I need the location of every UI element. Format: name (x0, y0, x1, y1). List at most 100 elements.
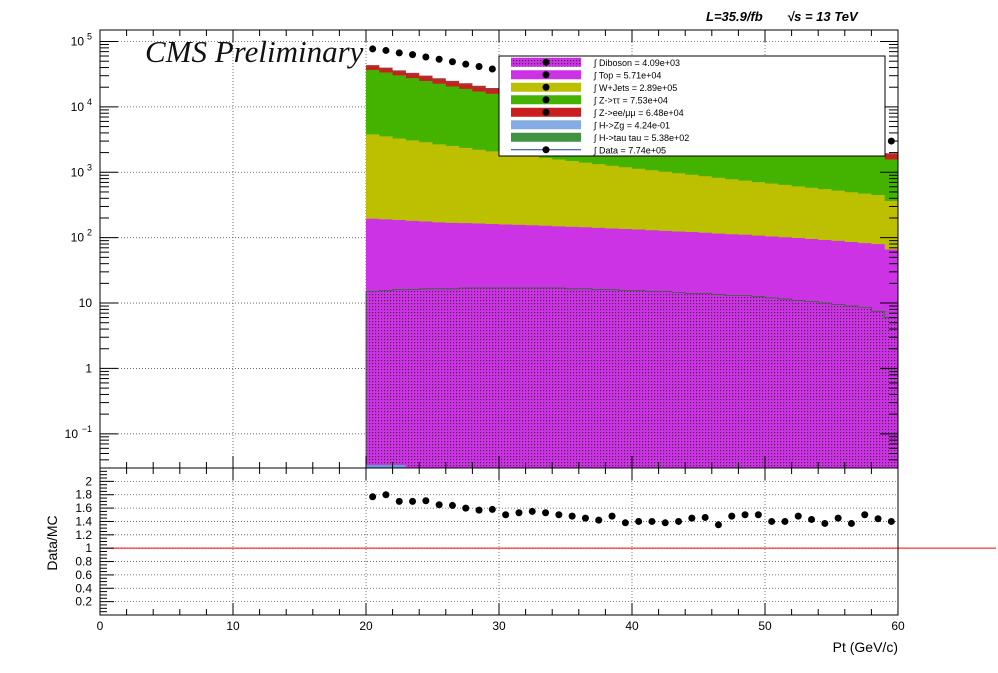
legend-label: ∫ Top = 5.71e+04 (593, 70, 661, 80)
ratio-point (754, 511, 762, 519)
ratio-point (728, 512, 736, 520)
x-tick-label: 20 (359, 619, 373, 633)
ratio-point (821, 519, 829, 527)
ratio-point (794, 512, 802, 520)
upper-y-tick-exponent: −1 (82, 424, 92, 434)
x-tick-label: 0 (97, 619, 104, 633)
upper-y-tick-label: 10 (71, 35, 85, 49)
ratio-point (488, 505, 496, 513)
ratio-point (661, 519, 669, 527)
stack-diboson (365, 287, 899, 469)
ratio-point (435, 501, 443, 509)
lower-axes: 0.20.40.60.811.21.41.61.820 10 20 30 40 50 60 (75, 467, 905, 633)
ratio-point (395, 497, 403, 505)
legend-swatch-marker (542, 58, 550, 66)
ratio-point (608, 512, 616, 520)
x-tick-label: 40 (625, 619, 639, 633)
lower-y-tick-label: 2 (85, 474, 92, 488)
ratio-point (369, 493, 377, 501)
legend-label: ∫ H->tau tau = 5.38e+02 (593, 133, 689, 143)
ratio-point (688, 514, 696, 522)
upper-y-tick-label: 10 (65, 427, 79, 441)
ratio-point (595, 516, 603, 524)
upper-y-tick-exponent: 4 (87, 97, 92, 107)
lower-y-tick-label: 1.8 (75, 488, 92, 502)
upper-y-tick-label: 10 (71, 100, 85, 114)
x-axis-label: Pt (GeV/c) (833, 639, 898, 655)
upper-y-tick-label: 10 (79, 296, 93, 310)
data-point (462, 60, 470, 68)
y-axis-label-ratio: Data/MC (44, 515, 60, 570)
ratio-point (515, 509, 523, 517)
ratio-point (701, 513, 709, 521)
ratio-point (648, 517, 656, 525)
ratio-point (448, 501, 456, 509)
upper-y-tick-label: 1 (85, 361, 92, 375)
ratio-point (581, 514, 589, 522)
ratio-point (874, 515, 882, 523)
lower-frame-bg (100, 468, 898, 615)
data-point (369, 45, 377, 53)
lower-y-tick-label: 1.6 (75, 501, 92, 515)
ratio-point (847, 519, 855, 527)
x-tick-label: 50 (758, 619, 772, 633)
lower-y-tick-label: 0.6 (75, 568, 92, 582)
upper-y-tick-exponent: 3 (87, 162, 92, 172)
upper-y-tick-label: 10 (71, 165, 85, 179)
lower-y-tick-label: 0.4 (75, 581, 92, 595)
legend-swatch (511, 120, 581, 130)
legend-label: ∫ H->Zg = 4.24e-01 (593, 120, 670, 130)
ratio-point (382, 491, 390, 499)
data-point (448, 58, 456, 66)
data-point (395, 49, 403, 57)
ratio-point (621, 519, 629, 527)
legend-swatch-marker (542, 96, 550, 104)
ratio-point (542, 509, 550, 517)
ratio-points (369, 491, 895, 529)
legend-label: ∫ Z->ee/μμ = 6.48e+04 (593, 108, 684, 118)
lower-grid (99, 468, 996, 615)
legend-swatch-marker (542, 108, 550, 116)
ratio-point (808, 515, 816, 523)
legend-label: ∫ Z->ττ = 7.53e+04 (593, 95, 668, 105)
data-point (422, 53, 430, 61)
x-tick-label: 60 (891, 619, 905, 633)
energy-label: √s = 13 TeV (787, 9, 859, 24)
legend-swatch-marker (542, 71, 550, 79)
stacked-histograms (365, 65, 899, 469)
ratio-point (475, 506, 483, 514)
ratio-point (502, 511, 510, 519)
lower-y-tick-label: 1 (85, 541, 92, 555)
upper-y-tick-label: 10 (71, 231, 85, 245)
lower-y-tick-label: 0.2 (75, 595, 92, 609)
data-point (488, 65, 496, 73)
ratio-point (781, 517, 789, 525)
legend: ∫ Diboson = 4.09e+03 ∫ Top = 5.71e+04 ∫ W+… (498, 55, 886, 157)
ratio-point (861, 511, 869, 519)
data-point (435, 55, 443, 63)
ratio-point (568, 512, 576, 520)
ratio-point (887, 517, 895, 525)
upper-y-tick-exponent: 5 (87, 32, 92, 42)
x-tick-label: 30 (492, 619, 506, 633)
ratio-point (714, 521, 722, 529)
legend-label: ∫ Data = 7.74e+05 (593, 145, 666, 155)
lower-y-tick-label: 1.4 (75, 514, 92, 528)
lower-y-tick-label: 1.2 (75, 528, 92, 542)
ratio-point (834, 514, 842, 522)
ratio-point (462, 504, 470, 512)
upper-y-tick-exponent: 2 (87, 228, 92, 238)
lumi-label: L=35.9/fb (706, 9, 763, 24)
legend-label: ∫ W+Jets = 2.89e+05 (593, 83, 677, 93)
x-tick-label: 10 (226, 619, 240, 633)
data-point (382, 46, 390, 54)
ratio-point (741, 511, 749, 519)
ratio-point (409, 497, 417, 505)
legend-label: ∫ Diboson = 4.09e+03 (593, 58, 680, 68)
data-point (475, 62, 483, 70)
ratio-point (422, 497, 430, 505)
ratio-point (555, 511, 563, 519)
data-point (409, 51, 417, 59)
